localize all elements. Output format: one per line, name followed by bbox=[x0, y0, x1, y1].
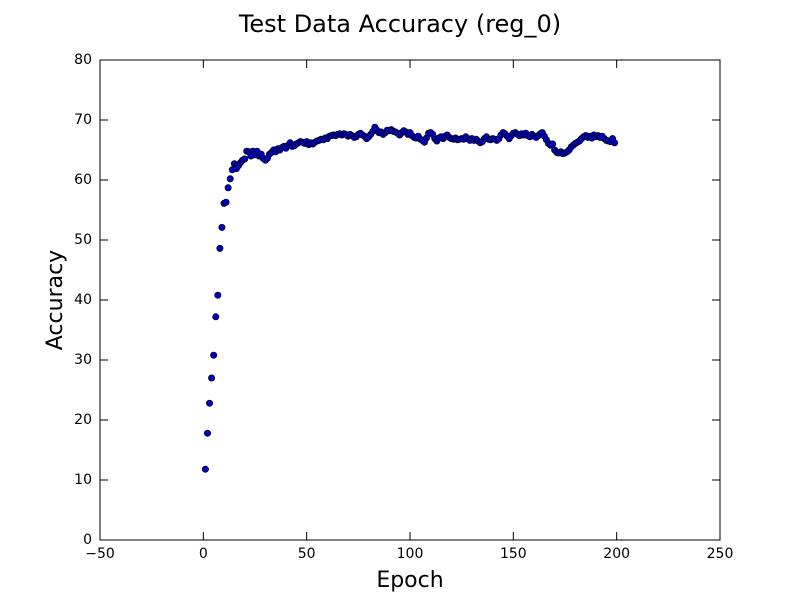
y-tick-label: 40 bbox=[74, 292, 92, 308]
point bbox=[549, 140, 557, 148]
x-axis-label: Epoch bbox=[376, 568, 443, 593]
y-tick-label: 20 bbox=[74, 412, 92, 428]
point bbox=[222, 198, 230, 206]
y-tick-label: 30 bbox=[74, 352, 92, 368]
plot-frame bbox=[99, 59, 721, 541]
point bbox=[214, 291, 222, 299]
point bbox=[203, 429, 211, 437]
point bbox=[226, 175, 234, 183]
point bbox=[218, 223, 226, 231]
y-tick-label: 70 bbox=[74, 112, 92, 128]
point bbox=[216, 244, 224, 252]
y-tick-label: 10 bbox=[74, 472, 92, 488]
chart-title: Test Data Accuracy (reg_0) bbox=[238, 10, 561, 38]
point bbox=[212, 313, 220, 321]
point bbox=[241, 155, 249, 163]
y-tick-label: 80 bbox=[74, 52, 92, 68]
x-tick-label: 50 bbox=[298, 546, 316, 562]
point bbox=[208, 374, 216, 382]
x-tick-label: 150 bbox=[500, 546, 527, 562]
y-tick-label: 50 bbox=[74, 232, 92, 248]
y-tick-label: 60 bbox=[74, 172, 92, 188]
x-tick-label: 0 bbox=[199, 546, 208, 562]
point bbox=[201, 465, 209, 473]
y-tick-label: 0 bbox=[83, 532, 92, 548]
x-tick-label: 100 bbox=[397, 546, 424, 562]
point bbox=[206, 399, 214, 407]
x-tick-label: 200 bbox=[603, 546, 630, 562]
point bbox=[210, 351, 218, 359]
point bbox=[611, 139, 619, 147]
x-tick-label: −50 bbox=[85, 546, 115, 562]
point bbox=[224, 184, 232, 192]
x-tick-label: 250 bbox=[707, 546, 734, 562]
y-axis-label: Accuracy bbox=[43, 250, 68, 350]
